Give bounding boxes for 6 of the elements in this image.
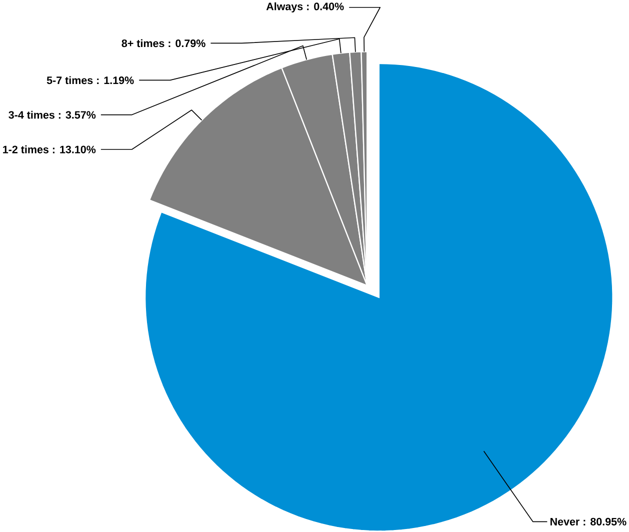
slice-label: 5-7 times : 1.19% xyxy=(46,76,134,84)
slice-label: 8+ times : 0.79% xyxy=(122,39,206,48)
slice-label: 1-2 times : 13.10% xyxy=(3,146,96,154)
slice-label: 3-4 times : 3.57% xyxy=(8,110,96,119)
slice-label: Never : 80.95% xyxy=(550,518,626,526)
slice-label: Always : 0.40% xyxy=(266,2,344,12)
